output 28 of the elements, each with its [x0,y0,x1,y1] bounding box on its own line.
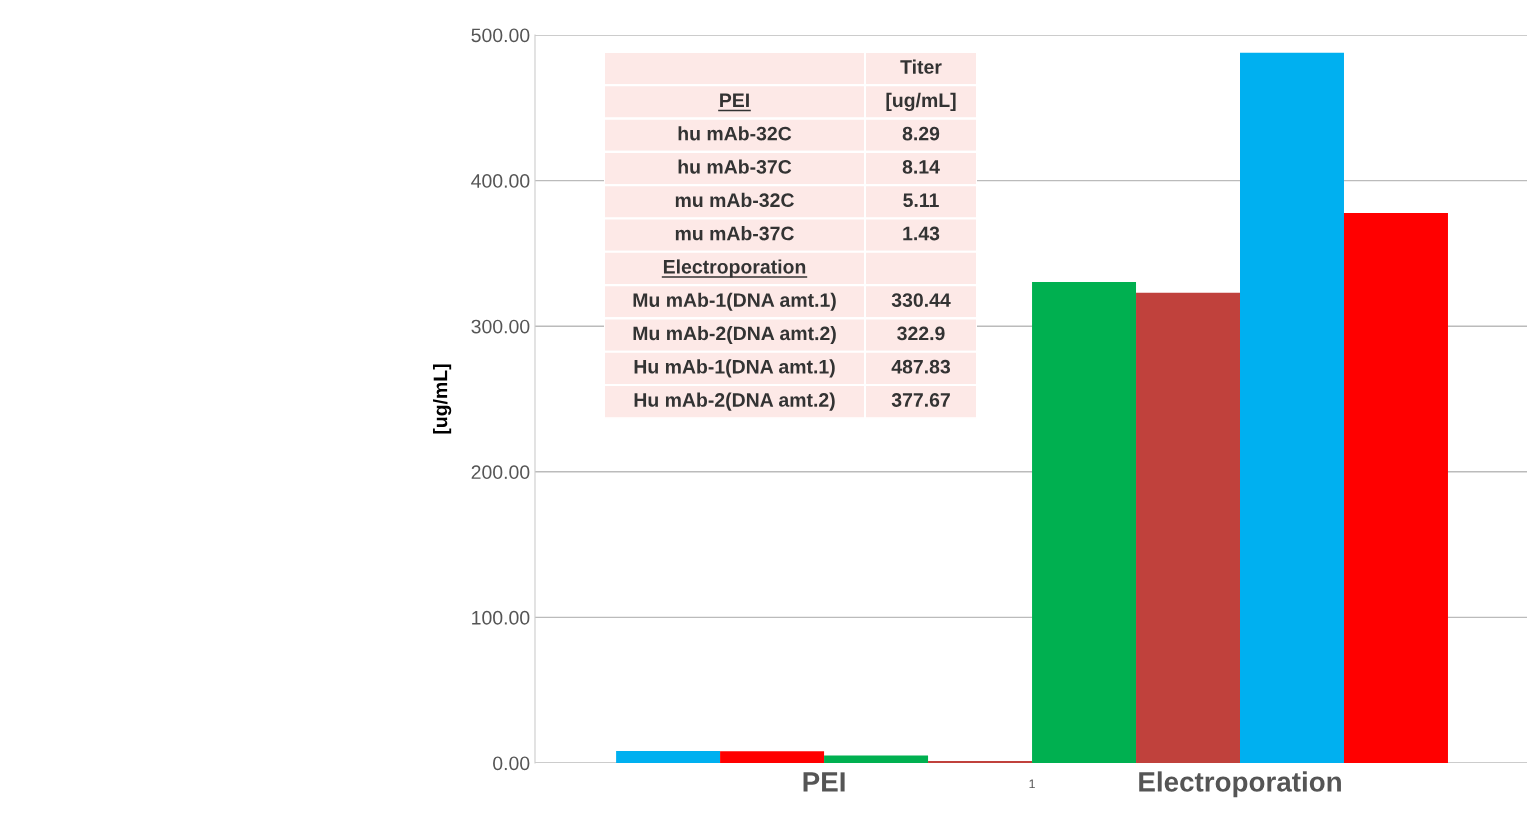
annotation: Hu mAb-1(DNA amt.1) [634,359,835,378]
annotation: Hu mAb-2(DNA amt.2) [634,392,835,411]
annotation: mu mAb-37C [675,226,794,241]
annotation: 1.43 [903,226,940,241]
y-tick-label: 100.00 [472,610,530,625]
y-axis-title: [ug/mL] [433,364,452,434]
annotation: hu mAb-32C [678,126,792,141]
y-tick-label: 200.00 [471,465,530,480]
annotation: 5.11 [903,193,939,208]
annotation: 487.83 [891,359,951,374]
annotation: Mu mAb-1(DNA amt.1) [633,292,836,311]
annotation: Titer [900,59,942,74]
annotation: hu mAb-37C [678,159,792,174]
annotation: 322.9 [897,326,945,341]
y-tick-label: 300.00 [471,319,530,334]
annotation: 330.44 [891,293,951,307]
annotation: 377.67 [891,393,950,407]
annotation: mu mAb-32C [675,192,794,208]
y-tick-label: 400.00 [471,174,530,188]
y-tick-label: 0.00 [493,756,530,771]
annotation: PEI [720,93,749,107]
annotation: 8.29 [902,126,940,141]
y-tick-label: 500.00 [471,28,530,43]
annotation: Electroporation [663,259,806,278]
annotation: [ug/mL] [886,92,956,112]
annotation: 8.14 [902,160,940,174]
text: 1 [1029,779,1035,789]
annotation: Mu mAb-2(DNA amt.2) [633,325,836,345]
